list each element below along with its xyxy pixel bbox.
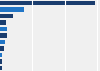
- Bar: [0, 14, 13, 18]
- Bar: [0, 40, 5, 44]
- Bar: [0, 59, 2, 64]
- Bar: [0, 33, 7, 38]
- Bar: [0, 27, 7, 31]
- Bar: [0, 1, 95, 5]
- Bar: [0, 66, 2, 70]
- Bar: [0, 46, 4, 51]
- Bar: [0, 7, 24, 12]
- Bar: [0, 53, 2, 57]
- Bar: [0, 20, 6, 25]
